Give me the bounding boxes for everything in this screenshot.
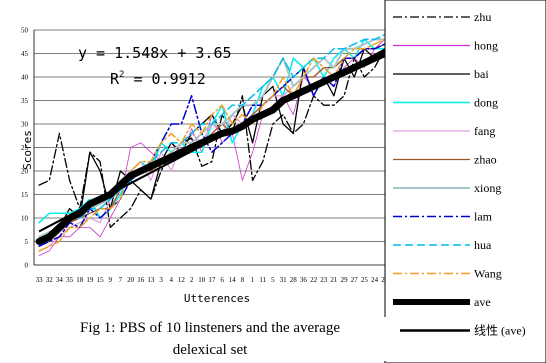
y-tick-label: 20 [21,168,29,176]
x-axis-title: Utterences [184,292,250,305]
x-axis-ticks: 33 32 34 35 18 19 15 9 7 20 16 13 3 4 12 2 10 17 6 14 8 1 11 5 3… [36,276,399,284]
legend-label: zhu [474,10,491,24]
legend-label: bai [474,67,489,81]
x-tick-label: 17 [208,276,216,284]
legend: zhu hong bai dong fang zhao xiong lam hua Wang ave… [384,0,546,363]
x-tick-label: 32 [46,276,54,284]
caption-line-2: delexical set [172,342,248,358]
x-tick-label: 21 [330,276,338,284]
y-tick-label: 35 [21,97,29,105]
legend-item--ave-: 线性 (ave) [393,324,526,338]
x-tick-label: 16 [137,276,145,284]
x-tick-label: 5 [271,276,275,284]
x-tick-label: 31 [280,276,288,284]
x-tick-label: 29 [341,276,349,284]
x-tick-label: 33 [36,276,44,284]
r-squared-value: = 0.9912 [124,70,205,88]
x-tick-label: 6 [220,276,224,284]
x-tick-label: 36 [300,276,308,284]
trendline-ave [38,43,396,233]
y-tick-label: 50 [21,27,29,35]
x-tick-label: 22 [310,276,318,284]
x-tick-label: 15 [97,276,105,284]
legend-label: ave [474,295,491,309]
x-tick-label: 10 [198,276,206,284]
legend-label: hua [474,238,492,252]
y-axis-title: Scores [21,130,34,170]
y-tick-label: 40 [21,74,29,82]
legend-item-zhao: zhao [393,153,497,167]
legend-label: 线性 (ave) [474,324,526,338]
x-tick-label: 20 [127,276,135,284]
regression-equation: y = 1.548x + 3.65 [78,44,232,62]
x-tick-label: 18 [76,276,84,284]
r-squared-text: R2 = 0.9912 [110,70,206,88]
legend-item-hua: hua [393,238,492,252]
x-tick-label: 23 [320,276,328,284]
legend-box [384,0,546,363]
y-tick-label: 15 [21,191,29,199]
y-tick-label: 5 [25,238,29,246]
legend-label: lam [474,210,493,224]
series-line-xiong [38,33,396,238]
caption-line-1: Fig 1: PBS of 10 linsteners and the aver… [80,320,340,336]
x-tick-label: 2 [190,276,194,284]
x-tick-label: 34 [56,276,64,284]
y-tick-label: 10 [21,215,29,223]
legend-label: zhao [474,153,497,167]
r-squared-prefix: R [110,70,120,88]
series-line-lam [38,38,396,247]
x-tick-label: 7 [119,276,123,284]
y-tick-label: 25 [21,144,29,152]
legend-item-dong: dong [393,96,498,110]
y-tick-label: 30 [21,121,29,129]
legend-item-fang: fang [393,124,495,138]
legend-item-bai: bai [393,67,489,81]
legend-item-ave: ave [393,295,491,309]
legend-item-hong: hong [393,39,498,53]
legend-label: xiong [474,181,501,195]
x-tick-label: 28 [290,276,298,284]
x-tick-label: 9 [109,276,113,284]
legend-item-zhu: zhu [393,10,491,24]
x-tick-label: 24 [371,276,379,284]
legend-item-xiong: xiong [393,181,501,195]
legend-item-wang: Wang [393,267,502,281]
x-tick-label: 19 [86,276,94,284]
x-tick-label: 3 [159,276,163,284]
y-tick-label: 45 [21,50,29,58]
r-squared-superscript: 2 [119,70,124,80]
x-tick-label: 27 [351,276,359,284]
x-tick-label: 14 [229,276,237,284]
legend-label: hong [474,39,498,53]
x-tick-label: 8 [241,276,245,284]
x-tick-label: 25 [361,276,369,284]
legend-label: dong [474,96,498,110]
series-line-dong [38,33,396,224]
y-tick-label: 0 [25,262,29,270]
legend-label: fang [474,124,495,138]
y-axis-ticks: 0 5 10 15 20 25 30 35 40 45 50 [21,27,29,270]
legend-item-lam: lam [393,210,493,224]
x-tick-label: 11 [259,276,266,284]
series-layer [35,33,399,257]
legend-label: Wang [474,267,502,281]
x-tick-label: 1 [251,276,255,284]
figure-caption: Fig 1: PBS of 10 linsteners and the aver… [20,317,400,361]
x-tick-label: 13 [147,276,155,284]
series-line-hua [38,33,396,243]
x-tick-label: 12 [178,276,186,284]
x-tick-label: 4 [170,276,174,284]
x-tick-label: 35 [66,276,74,284]
